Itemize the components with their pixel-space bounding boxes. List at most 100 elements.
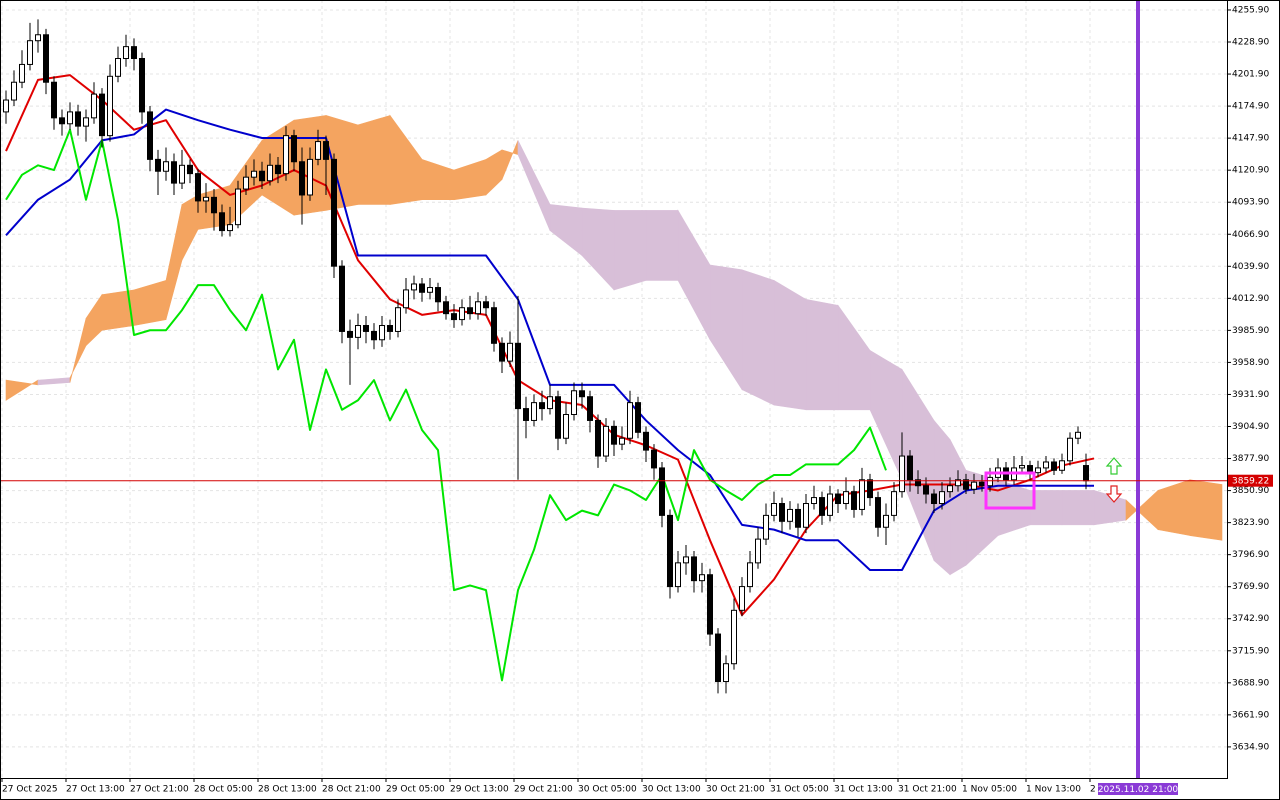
candle-body bbox=[139, 58, 145, 113]
time-marker-box bbox=[1098, 783, 1178, 795]
cloud-segment bbox=[549, 204, 583, 257]
y-tick-label: 4039.90 bbox=[1232, 262, 1269, 272]
y-tick-label: 3661.90 bbox=[1232, 710, 1269, 720]
candle-body bbox=[491, 307, 497, 344]
cloud-segment bbox=[517, 140, 551, 231]
cloud-segment bbox=[581, 207, 615, 291]
x-tick-label: 30 Oct 21:00 bbox=[706, 785, 765, 795]
cloud-segment bbox=[901, 368, 935, 561]
cloud-segment bbox=[773, 279, 807, 411]
candle-body bbox=[1035, 467, 1041, 474]
candle-body bbox=[227, 224, 233, 232]
cloud-segment bbox=[1061, 490, 1095, 526]
y-tick-label: 4012.90 bbox=[1232, 294, 1269, 304]
candle-body bbox=[883, 514, 889, 528]
candle-body bbox=[419, 283, 425, 293]
candle-body bbox=[11, 81, 17, 101]
candle-body bbox=[939, 491, 945, 505]
candle-body bbox=[755, 538, 761, 564]
candle-body bbox=[91, 93, 97, 119]
candle-body bbox=[499, 342, 505, 362]
candle-body bbox=[1043, 461, 1049, 469]
candle-body bbox=[643, 431, 649, 451]
cloud-segment bbox=[837, 304, 871, 411]
candle-body bbox=[707, 574, 713, 635]
last-price-box bbox=[1228, 474, 1273, 487]
candle-body bbox=[795, 508, 801, 528]
candle-body bbox=[115, 58, 121, 77]
y-tick-label: 3850.90 bbox=[1232, 486, 1269, 496]
x-tick-label: 27 Oct 2025 bbox=[2, 785, 58, 795]
candle-body bbox=[1059, 460, 1065, 471]
x-tick-label: 27 Oct 13:00 bbox=[66, 785, 125, 795]
candle-body bbox=[467, 307, 473, 315]
candle-body bbox=[339, 265, 345, 332]
cloud-segment bbox=[453, 158, 487, 201]
cloud-segment bbox=[501, 140, 519, 180]
candle-body bbox=[219, 212, 225, 232]
candle-body bbox=[67, 111, 73, 125]
candle-body bbox=[283, 135, 289, 175]
candle-body bbox=[891, 491, 897, 516]
candle-body bbox=[963, 479, 969, 490]
candle-body bbox=[331, 158, 337, 267]
candle-body bbox=[907, 455, 913, 481]
candle-body bbox=[827, 493, 833, 516]
candle-body bbox=[427, 287, 433, 293]
cloud-segment bbox=[1125, 489, 1159, 531]
x-tick-label: 31 Oct 13:00 bbox=[834, 785, 893, 795]
cloud-segment bbox=[677, 209, 711, 340]
candle-body bbox=[699, 574, 705, 582]
candle-body bbox=[1083, 465, 1089, 482]
candle-body bbox=[291, 135, 297, 163]
line-layer bbox=[5, 74, 1095, 682]
y-tick-label: 4120.90 bbox=[1232, 166, 1269, 176]
candle-body bbox=[435, 287, 441, 303]
candle-body bbox=[531, 402, 537, 421]
y-tick-label: 3985.90 bbox=[1232, 326, 1269, 336]
y-tick-label: 4255.90 bbox=[1232, 5, 1269, 15]
candle-body bbox=[547, 396, 553, 410]
indicator-line bbox=[5, 128, 887, 682]
candle-body bbox=[763, 514, 769, 540]
cloud-segment bbox=[85, 293, 103, 347]
candle-body bbox=[587, 396, 593, 421]
candle-body bbox=[779, 503, 785, 522]
candle-body bbox=[275, 164, 281, 175]
candle-body bbox=[899, 455, 905, 493]
cloud-segment bbox=[357, 115, 391, 205]
candle-body bbox=[571, 390, 577, 416]
x-tick-label: 29 Oct 13:00 bbox=[450, 785, 509, 795]
candle-body bbox=[723, 663, 729, 683]
candle-body bbox=[411, 283, 417, 291]
x-tick-label: 31 Oct 21:00 bbox=[898, 785, 957, 795]
y-tick-label: 3715.90 bbox=[1232, 646, 1269, 656]
candle-body bbox=[75, 111, 81, 127]
x-tick-label: 30 Oct 13:00 bbox=[642, 785, 701, 795]
x-tick-label: 28 Oct 21:00 bbox=[322, 785, 381, 795]
candle-body bbox=[691, 556, 697, 582]
cloud-layer bbox=[5, 114, 1223, 576]
down-arrow bbox=[1105, 485, 1123, 503]
y-tick-label: 3688.90 bbox=[1232, 678, 1269, 688]
y-tick-label: 3634.90 bbox=[1232, 742, 1269, 752]
candle-body bbox=[515, 342, 521, 410]
cloud-segment bbox=[709, 264, 743, 391]
candle-body bbox=[363, 325, 369, 332]
candle-body bbox=[387, 325, 393, 332]
candle-body bbox=[659, 467, 665, 516]
candle-body bbox=[987, 476, 993, 487]
highlight-box bbox=[984, 471, 1036, 510]
cloud-segment bbox=[741, 269, 775, 406]
candle-body bbox=[267, 164, 273, 182]
candle-body bbox=[579, 390, 585, 398]
x-tick-label: 29 Oct 21:00 bbox=[514, 785, 573, 795]
candle-body bbox=[355, 325, 361, 338]
candle-body bbox=[635, 402, 641, 433]
candle-body bbox=[379, 325, 385, 341]
cloud-segment bbox=[485, 149, 503, 196]
candle-body bbox=[323, 141, 329, 160]
grid-layer bbox=[0, 0, 1227, 778]
